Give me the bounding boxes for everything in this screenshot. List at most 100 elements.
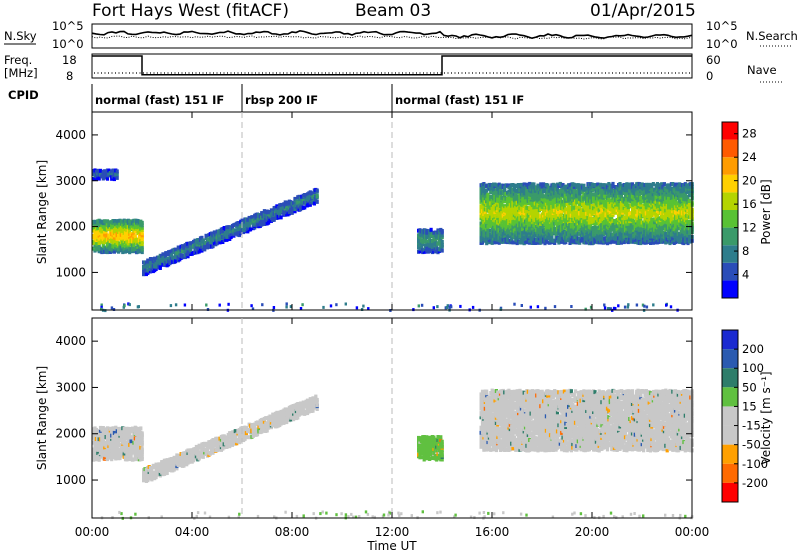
echo-cell xyxy=(529,238,533,243)
echo-cell xyxy=(522,234,526,238)
echo-cell xyxy=(115,169,119,174)
echo-cell xyxy=(286,207,290,212)
echo-cell xyxy=(133,229,137,234)
echo-cell xyxy=(425,239,429,244)
freq-tick-top: 18 xyxy=(62,53,77,67)
echo-cell xyxy=(607,182,611,186)
echo-cell xyxy=(525,195,529,200)
echo-cell xyxy=(570,305,573,308)
echo-cell xyxy=(501,213,505,218)
echo-cell xyxy=(133,234,137,239)
echo-cell xyxy=(539,207,543,212)
echo-cell xyxy=(598,189,603,194)
power-colorbar-swatch xyxy=(722,280,738,298)
echo-cell xyxy=(314,197,318,202)
echo-cell xyxy=(119,238,123,242)
echo-cell xyxy=(480,235,485,239)
echo-cell xyxy=(98,168,103,173)
echo-cell xyxy=(583,215,587,220)
echo-cell xyxy=(110,306,114,310)
echo-cell xyxy=(432,244,436,249)
echo-cell xyxy=(558,196,562,201)
echo-cell xyxy=(117,249,121,254)
echo-cell xyxy=(514,196,518,200)
echo-cell xyxy=(592,194,596,199)
freq-trace xyxy=(92,55,692,76)
echo-cell xyxy=(608,210,612,214)
echo-cell xyxy=(450,305,453,309)
power-colorbar-tick-label: 8 xyxy=(742,244,749,258)
echo-cell xyxy=(561,183,565,187)
power-ylabel: Slant Range [km] xyxy=(35,160,49,264)
cpid-label: CPID xyxy=(8,88,39,102)
echo-cell xyxy=(301,303,304,307)
echo-cell xyxy=(236,230,240,235)
echo-cell xyxy=(490,226,494,231)
echo-cell xyxy=(544,306,547,310)
echo-cell xyxy=(205,303,208,307)
echo-cell xyxy=(497,240,501,245)
echo-cell xyxy=(492,221,496,226)
power-colorbar-swatch xyxy=(722,262,738,281)
echo-cell xyxy=(140,239,144,244)
power-colorbar-swatch xyxy=(722,122,738,140)
echo-cell xyxy=(567,208,571,213)
echo-cell xyxy=(315,194,319,198)
echo-cell xyxy=(261,303,264,307)
nsearch-label: N.Search xyxy=(746,29,798,43)
power-colorbar-swatch xyxy=(722,245,738,263)
echo-cell xyxy=(136,225,140,230)
echo-cell xyxy=(601,198,605,203)
echo-cell xyxy=(572,184,576,189)
echo-cell xyxy=(651,182,655,186)
echo-cell xyxy=(100,231,104,236)
echo-cell xyxy=(292,200,296,205)
echo-cell xyxy=(578,193,582,198)
echo-cell xyxy=(487,199,491,204)
echo-cell xyxy=(112,177,116,182)
echo-cell xyxy=(639,200,643,205)
echo-cell xyxy=(429,230,433,235)
echo-cell xyxy=(482,187,486,192)
nsearch-tick-top: 10^5 xyxy=(706,19,738,33)
echo-cell xyxy=(533,209,537,214)
echo-cell xyxy=(536,305,540,309)
echo-cell xyxy=(522,230,526,235)
echo-cell xyxy=(203,247,207,252)
echo-cell xyxy=(547,203,551,208)
echo-cell xyxy=(503,188,507,193)
echo-cell xyxy=(564,238,568,243)
echo-cell xyxy=(533,188,537,193)
echo-cell xyxy=(112,240,116,245)
echo-cell xyxy=(557,202,561,207)
echo-cell xyxy=(510,237,514,242)
echo-cell xyxy=(489,232,493,237)
echo-cell xyxy=(598,182,603,187)
power-colorbar-tick-label: 20 xyxy=(742,174,757,188)
echo-cell xyxy=(250,215,254,220)
echo-cell xyxy=(525,192,529,197)
echo-cell xyxy=(525,182,529,187)
echo-cell xyxy=(607,203,611,208)
echo-cell xyxy=(572,187,576,191)
echo-cell xyxy=(433,237,437,242)
nave-label: Nave xyxy=(747,63,777,77)
echo-cell xyxy=(322,305,325,309)
echo-cell xyxy=(429,227,433,232)
power-colorbar-tick-label: 24 xyxy=(742,150,757,164)
echo-cell xyxy=(189,246,193,251)
echo-cell xyxy=(267,216,271,221)
nsky-trace xyxy=(91,29,693,40)
echo-cell xyxy=(512,240,516,245)
echo-cell xyxy=(546,183,550,188)
echo-cell xyxy=(572,182,576,187)
cpid-segment-label: normal (fast) 151 IF xyxy=(95,93,224,107)
echo-cell xyxy=(521,236,525,241)
echo-cell xyxy=(272,306,276,309)
echo-cell xyxy=(137,305,140,309)
echo-cell xyxy=(576,214,580,219)
echo-cell xyxy=(508,233,512,238)
echo-cell xyxy=(611,232,615,237)
echo-cell xyxy=(605,241,610,246)
echo-cell xyxy=(546,201,550,206)
